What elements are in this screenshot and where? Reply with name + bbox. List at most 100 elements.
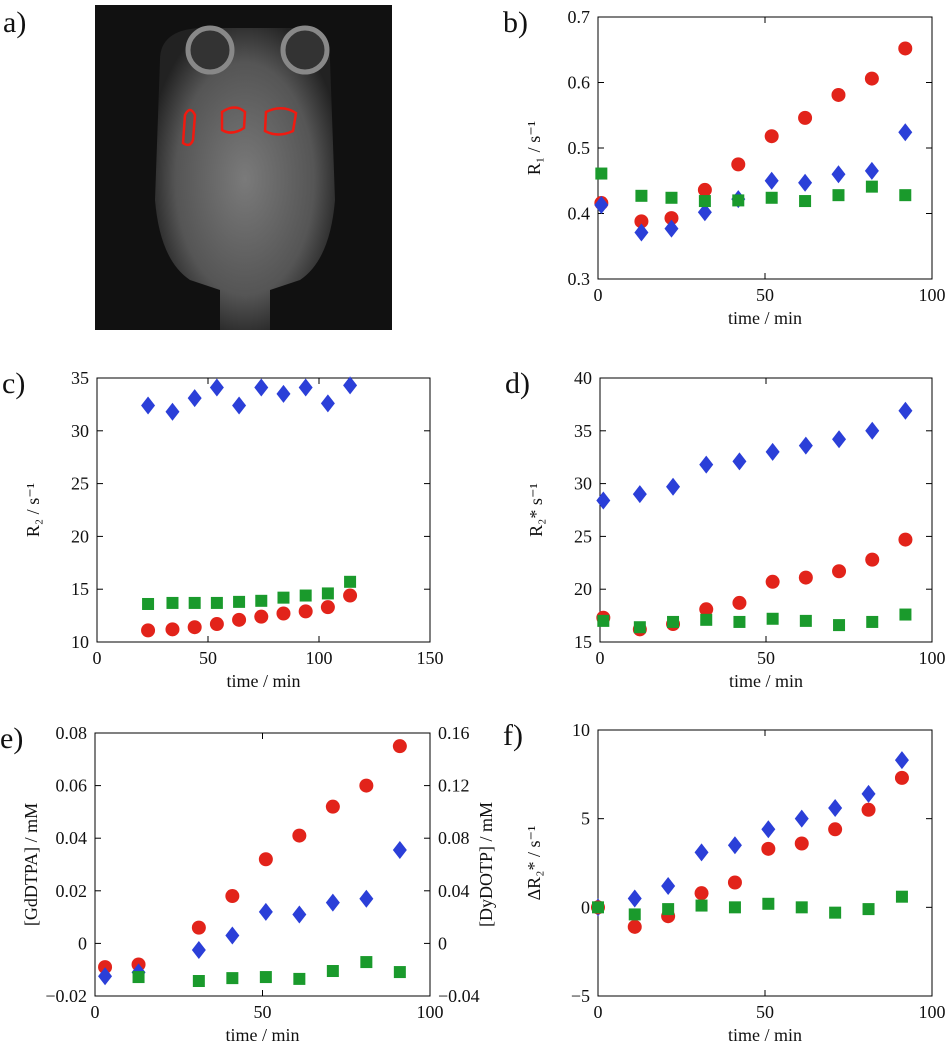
plot-frame — [599, 377, 933, 643]
y2-tick-label: −0.04 — [438, 986, 480, 1006]
data-point — [276, 384, 291, 403]
x-tick-label: 0 — [91, 1002, 100, 1022]
data-point — [98, 967, 113, 986]
y2-tick-label: 0 — [438, 933, 447, 953]
y-axis-label: R₂* s⁻¹ — [526, 483, 546, 537]
data-point — [831, 165, 846, 184]
y-tick-label: 15 — [71, 579, 89, 599]
panel-label: e) — [0, 722, 23, 755]
x-tick-label: 50 — [756, 285, 774, 305]
data-point — [798, 110, 813, 125]
x-tick-label: 100 — [306, 648, 333, 668]
data-point — [232, 396, 247, 415]
y2-tick-label: 0.04 — [438, 881, 470, 901]
data-point — [731, 157, 746, 172]
y-tick-label: 30 — [71, 421, 89, 441]
plot-frame — [597, 16, 933, 280]
data-point — [761, 841, 776, 856]
data-point — [225, 926, 240, 945]
data-point — [132, 971, 145, 984]
data-point — [762, 897, 775, 910]
data-point — [898, 532, 913, 547]
data-point — [828, 822, 843, 837]
data-point — [765, 574, 780, 589]
data-point — [665, 191, 678, 204]
x-tick-label: 100 — [919, 648, 946, 668]
data-point — [732, 595, 747, 610]
data-point — [255, 594, 268, 607]
data-point — [727, 836, 742, 855]
data-point — [829, 906, 842, 919]
y-tick-label: 0.5 — [568, 138, 591, 158]
y-tick-label: 0 — [78, 933, 87, 953]
data-point — [832, 189, 845, 202]
data-point — [864, 161, 879, 180]
panel-label: c) — [2, 367, 25, 400]
data-point — [861, 802, 876, 817]
y-tick-label: 0.6 — [568, 73, 591, 93]
data-point — [209, 617, 224, 632]
data-point — [764, 171, 779, 190]
y-axis-label: [GdDTPA] / mM — [21, 803, 41, 926]
data-point — [697, 203, 712, 222]
data-point — [141, 396, 156, 415]
data-point — [326, 965, 339, 978]
x-axis-label: time / min — [728, 308, 802, 328]
panel-label: f) — [503, 719, 523, 752]
data-point — [343, 588, 358, 603]
data-point — [320, 394, 335, 413]
data-point — [698, 195, 711, 208]
data-point — [192, 975, 205, 988]
data-point — [191, 940, 206, 959]
data-point — [360, 956, 373, 969]
data-point — [187, 389, 202, 408]
data-point — [210, 596, 223, 609]
data-point — [667, 615, 680, 628]
x-tick-label: 50 — [757, 648, 775, 668]
data-point — [898, 41, 913, 56]
data-point — [832, 430, 847, 449]
data-point — [894, 770, 909, 785]
plot-frame — [96, 377, 431, 643]
data-point — [664, 211, 679, 226]
data-point — [632, 485, 647, 504]
data-point — [254, 609, 269, 624]
y-tick-label: 10 — [71, 632, 89, 652]
data-point — [258, 852, 273, 867]
x-tick-label: 0 — [594, 1002, 603, 1022]
data-point — [258, 902, 273, 921]
data-point — [798, 570, 813, 585]
data-point — [799, 614, 812, 627]
data-point — [794, 836, 809, 851]
data-point — [142, 597, 155, 610]
data-point — [695, 899, 708, 912]
x-tick-label: 150 — [417, 648, 444, 668]
data-point — [833, 619, 846, 632]
data-point — [209, 378, 224, 397]
data-point — [635, 189, 648, 202]
data-point — [864, 71, 879, 86]
y-tick-label: 0 — [581, 897, 590, 917]
y-tick-label: 25 — [574, 526, 592, 546]
y-tick-label: −5 — [571, 986, 590, 1006]
data-point — [832, 564, 847, 579]
data-point — [634, 214, 649, 229]
x-tick-label: 100 — [919, 285, 946, 305]
data-point — [699, 602, 714, 617]
data-point — [343, 376, 358, 395]
y-axis-label: ΔR₂* / s⁻¹ — [524, 826, 544, 901]
data-point — [292, 905, 307, 924]
data-point — [392, 841, 407, 860]
data-point — [292, 828, 307, 843]
y-tick-label: 35 — [71, 368, 89, 388]
y-tick-label: 5 — [581, 809, 590, 829]
data-point — [627, 889, 642, 908]
data-point — [732, 452, 747, 471]
data-point — [597, 614, 610, 627]
y2-tick-label: 0.08 — [438, 828, 470, 848]
data-point — [188, 596, 201, 609]
panel-label: a) — [3, 6, 26, 39]
x-tick-label: 100 — [919, 1002, 946, 1022]
data-point — [259, 971, 272, 984]
